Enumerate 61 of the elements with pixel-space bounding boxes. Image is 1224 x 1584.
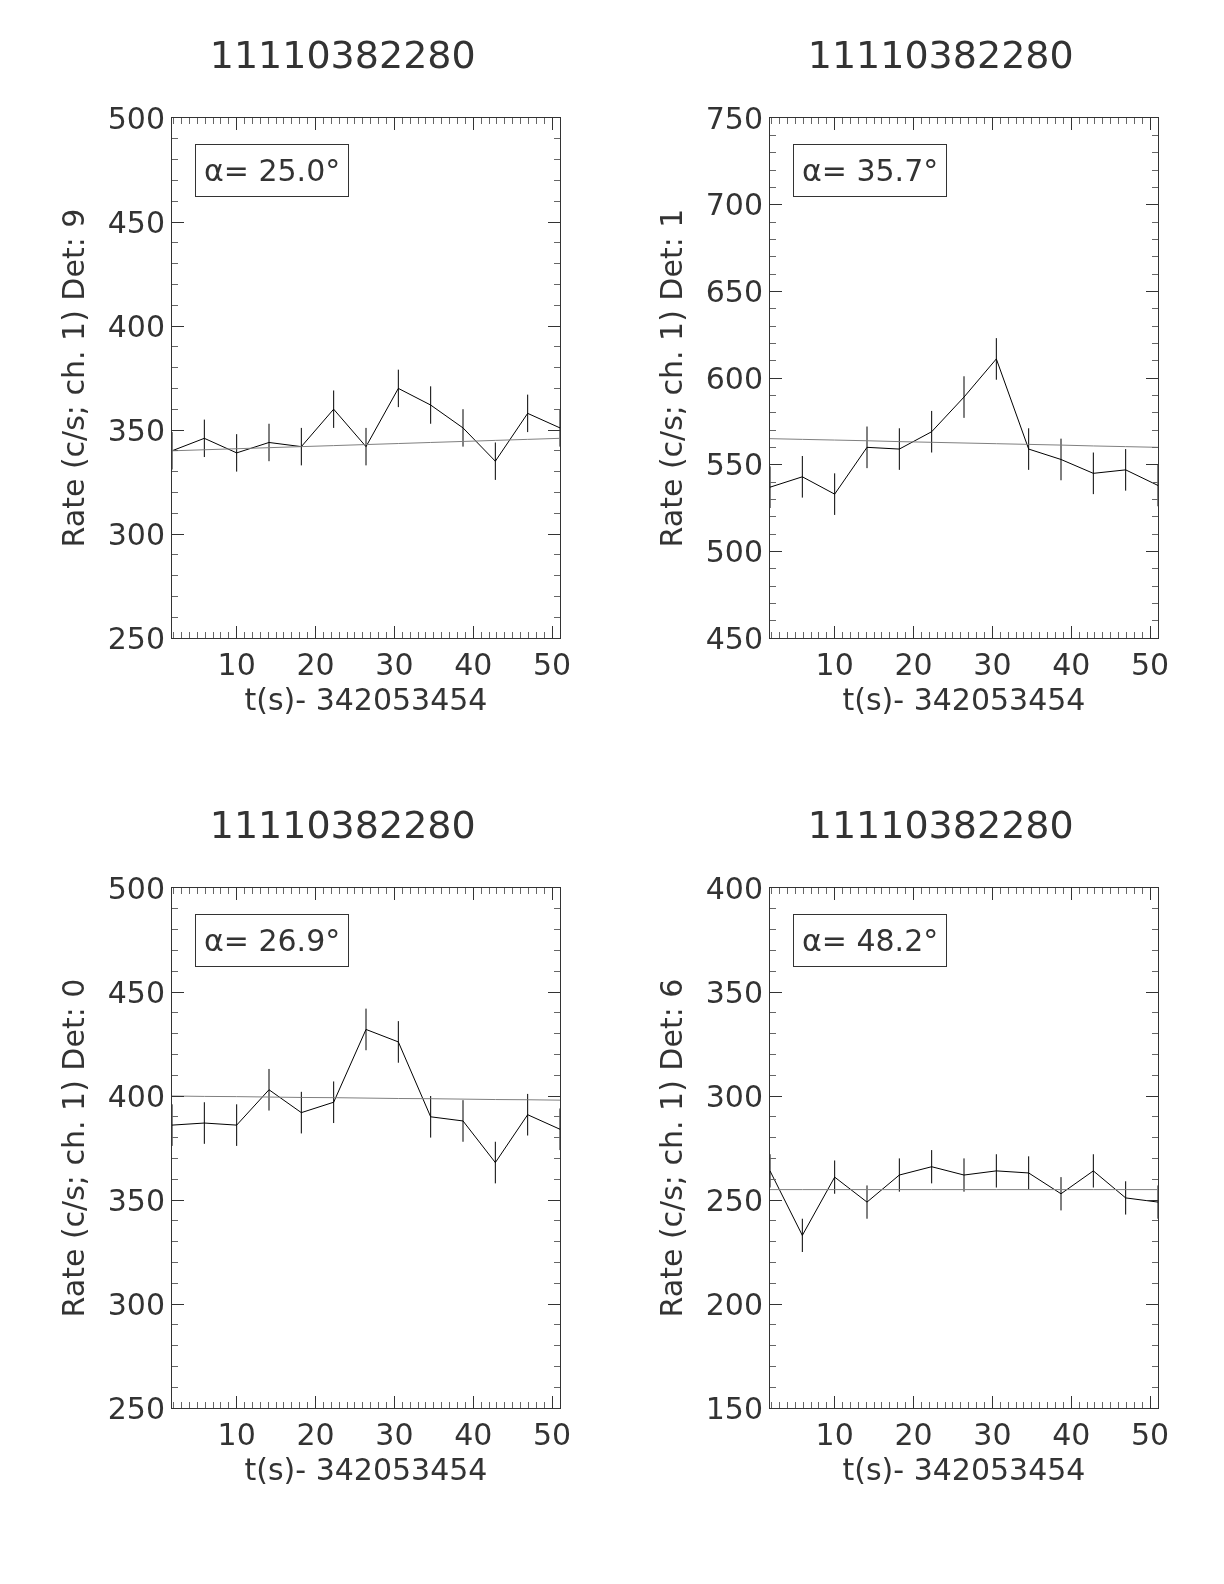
y-tick-label: 500 <box>107 870 165 906</box>
annotation: α= 35.7° <box>802 153 939 188</box>
x-tick-label: 50 <box>533 647 572 682</box>
annotation: α= 25.0° <box>204 153 341 188</box>
x-axis-title: t(s)- 342053454 <box>244 1452 488 1487</box>
y-tick-label: 350 <box>705 974 763 1010</box>
y-axis-title: Rate (c/s; ch. 1) Det: 6 <box>653 978 689 1318</box>
y-tick-label: 300 <box>107 1286 165 1322</box>
x-tick-label: 50 <box>533 1417 572 1452</box>
x-axis-title: t(s)- 342053454 <box>842 1452 1086 1487</box>
y-tick-label: 250 <box>705 1182 763 1218</box>
x-tick-label: 40 <box>454 1417 493 1452</box>
y-tick-label: 400 <box>107 1078 165 1114</box>
y-tick-label: 150 <box>705 1390 763 1426</box>
y-tick-label: 700 <box>705 187 763 223</box>
y-tick-label: 400 <box>107 308 165 344</box>
x-tick-label: 50 <box>1131 1417 1170 1452</box>
y-tick-label: 600 <box>705 360 763 396</box>
y-tick-label: 500 <box>107 100 165 136</box>
chart-title: 11110382280 <box>807 803 1074 847</box>
y-tick-label: 350 <box>107 1182 165 1218</box>
y-tick-label: 650 <box>705 273 763 309</box>
x-tick-label: 20 <box>894 1417 933 1452</box>
y-tick-label: 250 <box>107 620 165 656</box>
x-tick-label: 20 <box>894 647 933 682</box>
y-tick-label: 400 <box>705 870 763 906</box>
y-tick-label: 750 <box>705 100 763 136</box>
y-tick-label: 450 <box>107 204 165 240</box>
x-tick-label: 30 <box>375 647 414 682</box>
y-axis-title: Rate (c/s; ch. 1) Det: 0 <box>55 978 91 1318</box>
annotation: α= 48.2° <box>802 923 939 958</box>
y-tick-label: 450 <box>705 620 763 656</box>
chart-title: 11110382280 <box>807 33 1074 77</box>
x-tick-label: 50 <box>1131 647 1170 682</box>
x-tick-label: 10 <box>815 647 854 682</box>
y-tick-label: 300 <box>705 1078 763 1114</box>
x-axis-title: t(s)- 342053454 <box>244 682 488 717</box>
x-tick-label: 30 <box>973 1417 1012 1452</box>
chart-title: 11110382280 <box>209 803 476 847</box>
x-tick-label: 20 <box>296 647 335 682</box>
y-tick-label: 350 <box>107 412 165 448</box>
y-axis-title: Rate (c/s; ch. 1) Det: 1 <box>653 208 689 548</box>
x-tick-label: 30 <box>973 647 1012 682</box>
annotation: α= 26.9° <box>204 923 341 958</box>
x-tick-label: 20 <box>296 1417 335 1452</box>
x-tick-label: 10 <box>217 1417 256 1452</box>
y-tick-label: 450 <box>107 974 165 1010</box>
x-tick-label: 10 <box>217 647 256 682</box>
x-tick-label: 10 <box>815 1417 854 1452</box>
y-tick-label: 300 <box>107 516 165 552</box>
x-tick-label: 30 <box>375 1417 414 1452</box>
x-tick-label: 40 <box>1052 1417 1091 1452</box>
y-tick-label: 200 <box>705 1286 763 1322</box>
y-tick-label: 250 <box>107 1390 165 1426</box>
chart-title: 11110382280 <box>209 33 476 77</box>
x-tick-label: 40 <box>1052 647 1091 682</box>
y-tick-label: 500 <box>705 533 763 569</box>
y-tick-label: 550 <box>705 447 763 483</box>
y-axis-title: Rate (c/s; ch. 1) Det: 9 <box>55 208 91 548</box>
x-tick-label: 40 <box>454 647 493 682</box>
x-axis-title: t(s)- 342053454 <box>842 682 1086 717</box>
